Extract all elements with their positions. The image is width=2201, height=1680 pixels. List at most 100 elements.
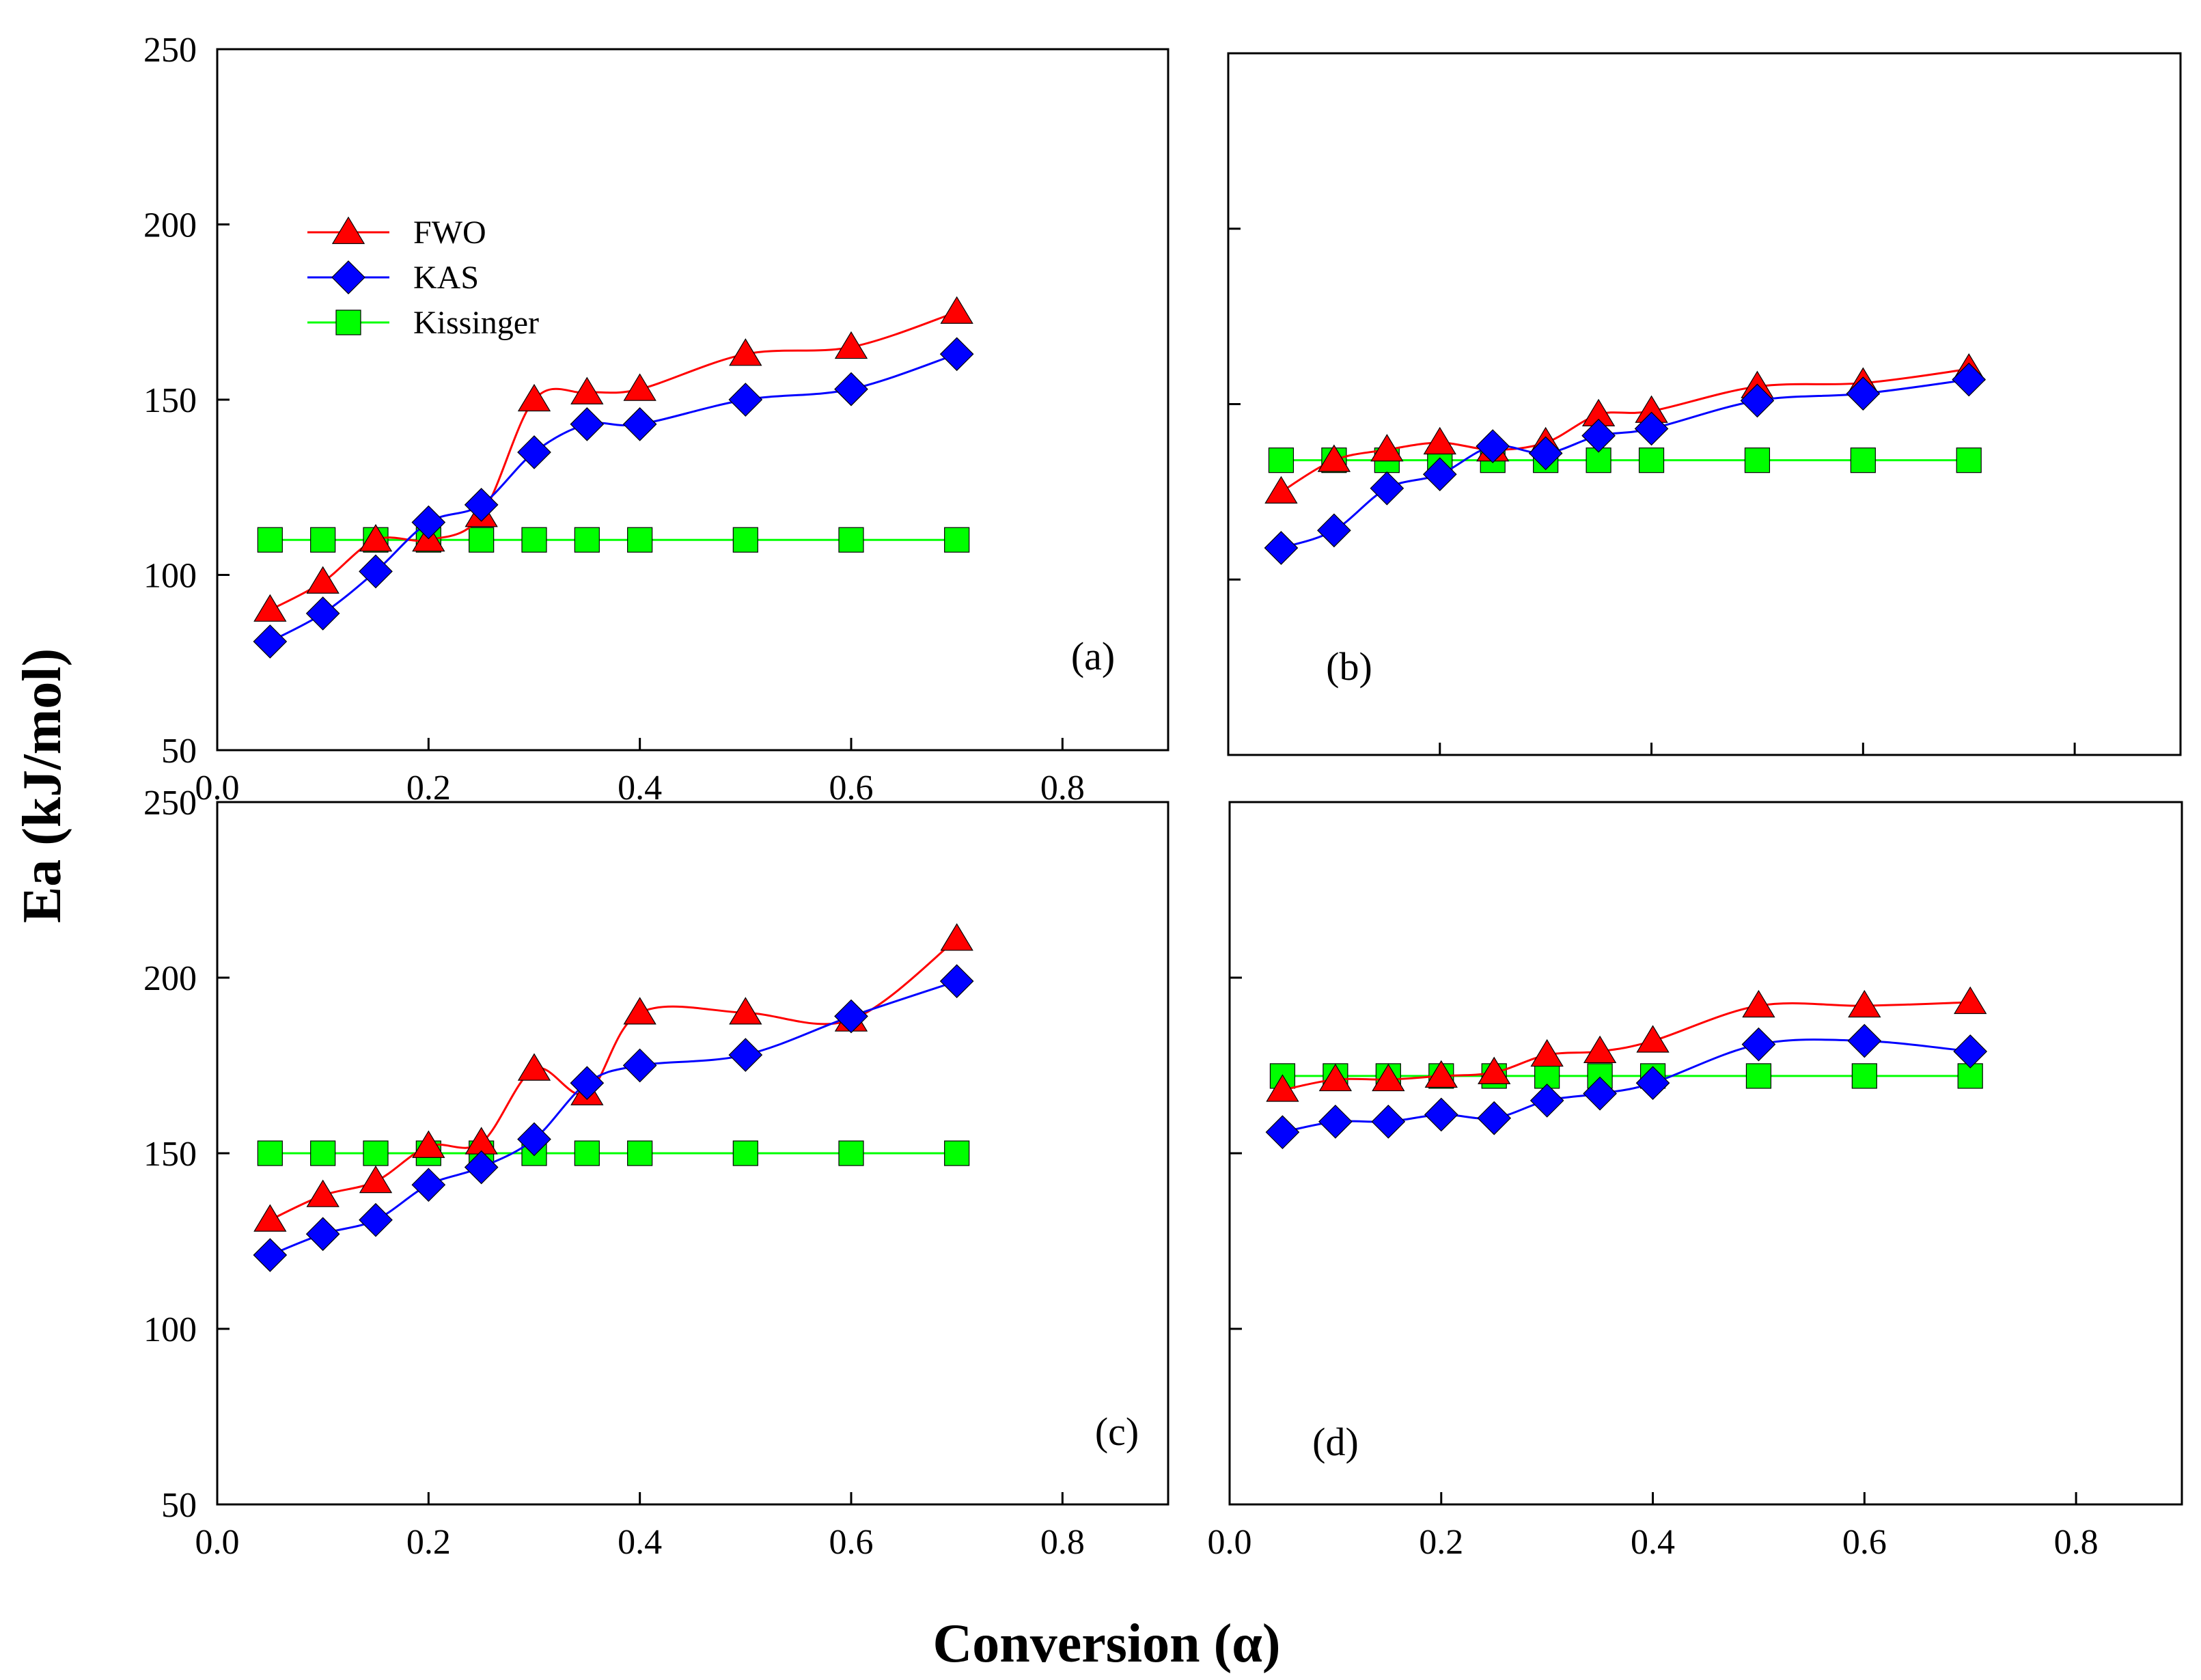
fwo-point (940, 923, 973, 951)
kissinger-point (310, 527, 336, 553)
kas-point (411, 505, 446, 540)
fwo-point (253, 1204, 287, 1232)
legend-kissinger-marker (335, 309, 361, 335)
fwo-point (1317, 444, 1351, 472)
kissinger-point (1956, 447, 1982, 473)
kas-point (359, 554, 393, 589)
panel-c: 0.0 0.2 0.4 0.6 0.8 50 100 150 200 250 (c) (143, 784, 1169, 1562)
fwo-point (1742, 989, 1775, 1018)
fwo-point (623, 997, 656, 1025)
fwo-point (306, 1179, 340, 1207)
y-tick-label: 250 (143, 31, 197, 70)
kissinger-point (363, 1140, 389, 1166)
series-fwo (1266, 986, 1987, 1102)
y-tick-label: 50 (161, 732, 197, 771)
kas-point (1370, 471, 1404, 506)
fwo-point (1266, 1074, 1299, 1102)
series-kas (253, 337, 974, 659)
panel-label: (b) (1326, 644, 1372, 689)
kissinger-point (944, 1140, 970, 1166)
legend-kas-marker (331, 260, 365, 294)
fwo-point (623, 373, 656, 401)
fwo-point (834, 331, 868, 359)
panel-label: (a) (1071, 634, 1115, 678)
legend-item-kissinger: Kissinger (307, 305, 539, 341)
y-tick-label: 150 (143, 1135, 197, 1174)
x-tick-label: 0.6 (829, 1523, 874, 1562)
kas-point (939, 337, 974, 372)
kissinger-point (469, 527, 495, 553)
kas-point (1476, 429, 1510, 463)
fwo-point (1264, 476, 1298, 504)
kas-point (305, 1217, 340, 1252)
kissinger-point (944, 527, 970, 553)
kas-point (834, 999, 868, 1034)
kas-point (570, 407, 605, 441)
kas-point (517, 1122, 551, 1157)
fwo-point (517, 383, 551, 412)
x-axis-title: Conversion (α) (932, 1614, 1280, 1674)
series-fwo (253, 923, 973, 1232)
kas-point (1371, 1104, 1406, 1139)
kas-point (728, 383, 763, 417)
kas-point (728, 1038, 763, 1072)
kas-point (1847, 1023, 1882, 1058)
kas-point (622, 407, 657, 441)
x-tick-label: 0.6 (1842, 1523, 1887, 1562)
kissinger-point (257, 1140, 283, 1166)
panel-b: (b) (1227, 52, 2182, 756)
series-kas (1265, 1023, 1988, 1150)
kas-point (1264, 531, 1299, 565)
kissinger-point (1745, 1063, 1772, 1089)
kissinger-point (310, 1140, 336, 1166)
kas-point (622, 1048, 657, 1083)
kissinger-point (627, 1140, 653, 1166)
kas-point (253, 1238, 288, 1272)
kissinger-point (1638, 447, 1665, 473)
x-tick-label: 0.8 (2054, 1523, 2099, 1562)
fwo-point (1530, 1038, 1564, 1067)
y-tick-label: 100 (143, 557, 197, 596)
kissinger-point (732, 527, 758, 553)
legend-label: FWO (413, 215, 486, 251)
kas-point (1528, 436, 1563, 471)
plot-frame (1228, 801, 2183, 1506)
kas-point (464, 488, 499, 522)
kissinger-point (1851, 1063, 1877, 1089)
fwo-point (940, 296, 973, 324)
kissinger-point (521, 527, 547, 553)
fwo-point (412, 1130, 445, 1158)
kas-point (359, 1202, 393, 1237)
series-kissinger (257, 1140, 970, 1166)
fwo-point (1370, 434, 1404, 462)
kas-point (1741, 1027, 1776, 1062)
fwo-point (359, 1165, 393, 1194)
kas-point (1583, 1076, 1617, 1111)
fwo-point (306, 566, 340, 594)
kissinger-point (732, 1140, 758, 1166)
kas-point (1529, 1084, 1564, 1118)
kas-point (1317, 513, 1351, 548)
kas-point (939, 964, 974, 998)
fwo-point (1423, 426, 1456, 455)
kas-point (1634, 411, 1669, 446)
legend-item-kas: KAS (307, 260, 479, 296)
x-tick-label: 0.2 (1419, 1523, 1463, 1562)
kas-point (411, 1168, 446, 1202)
kissinger-point (574, 1140, 600, 1166)
series-fwo (253, 296, 973, 622)
fwo-point (1954, 986, 1987, 1015)
legend-label: KAS (413, 260, 479, 296)
y-tick-label: 100 (143, 1310, 197, 1349)
kissinger-point (1744, 447, 1771, 473)
kas-point (1740, 383, 1775, 418)
fwo-point (1318, 1063, 1353, 1092)
kas-point (1846, 376, 1881, 411)
x-tick-label: 0.2 (406, 1523, 451, 1562)
kas-point (570, 1066, 605, 1101)
legend-fwo-marker (331, 216, 365, 245)
x-tick-label: 0.8 (1040, 1523, 1085, 1562)
